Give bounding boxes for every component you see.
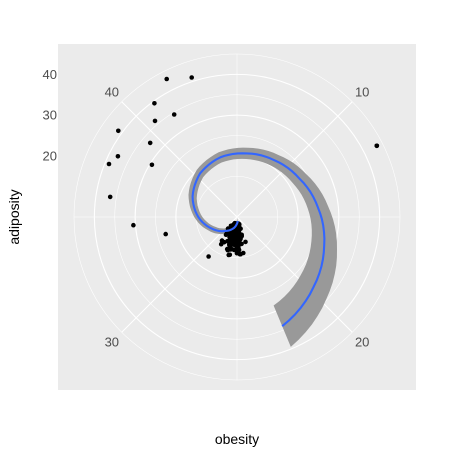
- data-point: [241, 250, 246, 256]
- data-point: [115, 154, 121, 159]
- data-point: [235, 248, 241, 254]
- data-point: [234, 233, 239, 238]
- data-point: [238, 226, 243, 232]
- smooth-line: [191, 152, 326, 327]
- data-point: [164, 76, 169, 82]
- smooth-ribbon-layer: [188, 147, 337, 347]
- data-point: [131, 222, 136, 228]
- data-point: [206, 254, 211, 259]
- grid-spoke: [121, 216, 238, 333]
- r-tick-label: 30: [43, 108, 57, 123]
- data-point: [243, 239, 248, 245]
- data-point: [152, 101, 157, 106]
- grid-spoke: [236, 101, 353, 218]
- theta-tick-label: 30: [105, 335, 119, 350]
- data-point: [226, 252, 231, 258]
- data-point: [218, 241, 224, 247]
- x-axis-title: obesity: [215, 431, 259, 447]
- data-point: [171, 112, 177, 117]
- r-tick-label: 20: [43, 148, 57, 163]
- data-point: [152, 118, 158, 124]
- theta-tick-label: 20: [355, 335, 369, 350]
- data-point: [189, 75, 194, 80]
- data-point: [107, 194, 113, 200]
- grid-spoke: [236, 216, 353, 333]
- smooth-ribbon: [188, 147, 337, 347]
- data-point: [224, 246, 230, 252]
- data-point: [163, 231, 168, 237]
- theta-tick-label: 40: [105, 84, 119, 99]
- data-point: [116, 128, 121, 134]
- r-tick-label: 40: [43, 67, 57, 82]
- data-point: [229, 247, 235, 252]
- smooth-line-layer: [191, 152, 326, 327]
- data-point: [239, 234, 244, 239]
- data-point: [232, 239, 238, 244]
- data-point: [147, 140, 153, 146]
- data-point: [149, 162, 155, 168]
- tick-label-layer: 10 20 30 40 20 30 40: [43, 67, 370, 350]
- data-point: [106, 161, 112, 167]
- y-axis-title: adiposity: [6, 189, 22, 244]
- data-point: [236, 243, 241, 249]
- data-point: [374, 143, 380, 149]
- theta-tick-label: 10: [355, 84, 369, 99]
- grid-spoke: [121, 101, 238, 218]
